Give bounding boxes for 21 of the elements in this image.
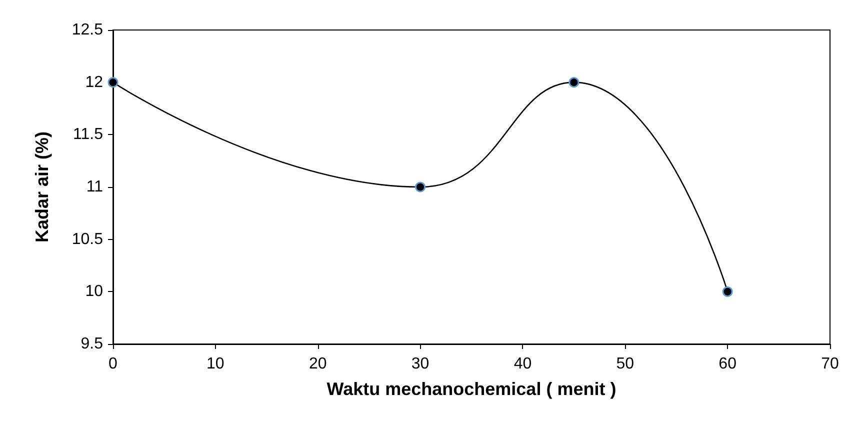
- y-tick-label: 10: [85, 283, 104, 300]
- y-tick-label: 12: [85, 74, 104, 91]
- x-tick-label: 20: [308, 356, 327, 372]
- x-tick-label: 30: [411, 356, 430, 372]
- y-tick-label: 9.5: [80, 336, 104, 352]
- x-tick-label: 70: [821, 356, 839, 372]
- point: [722, 286, 733, 297]
- y-axis-title: Kadar air (%): [32, 131, 52, 243]
- x-tick-label: 0: [108, 356, 118, 372]
- x-tick-label: 60: [718, 356, 737, 372]
- y-tick-label: 12.5: [72, 22, 104, 38]
- point: [108, 77, 118, 88]
- point: [568, 77, 580, 88]
- x-tick-label: 50: [616, 356, 634, 372]
- x-tick-label: 40: [514, 356, 532, 372]
- y-tick-label: 11: [86, 178, 104, 196]
- y-tick-label: 11.5: [73, 126, 104, 144]
- point: [415, 182, 426, 192]
- x-axis-title: Waktu mechanochemical ( menit ): [326, 379, 616, 399]
- x-tick-label: 10: [206, 356, 224, 372]
- y-tick-label: 10.5: [72, 230, 104, 248]
